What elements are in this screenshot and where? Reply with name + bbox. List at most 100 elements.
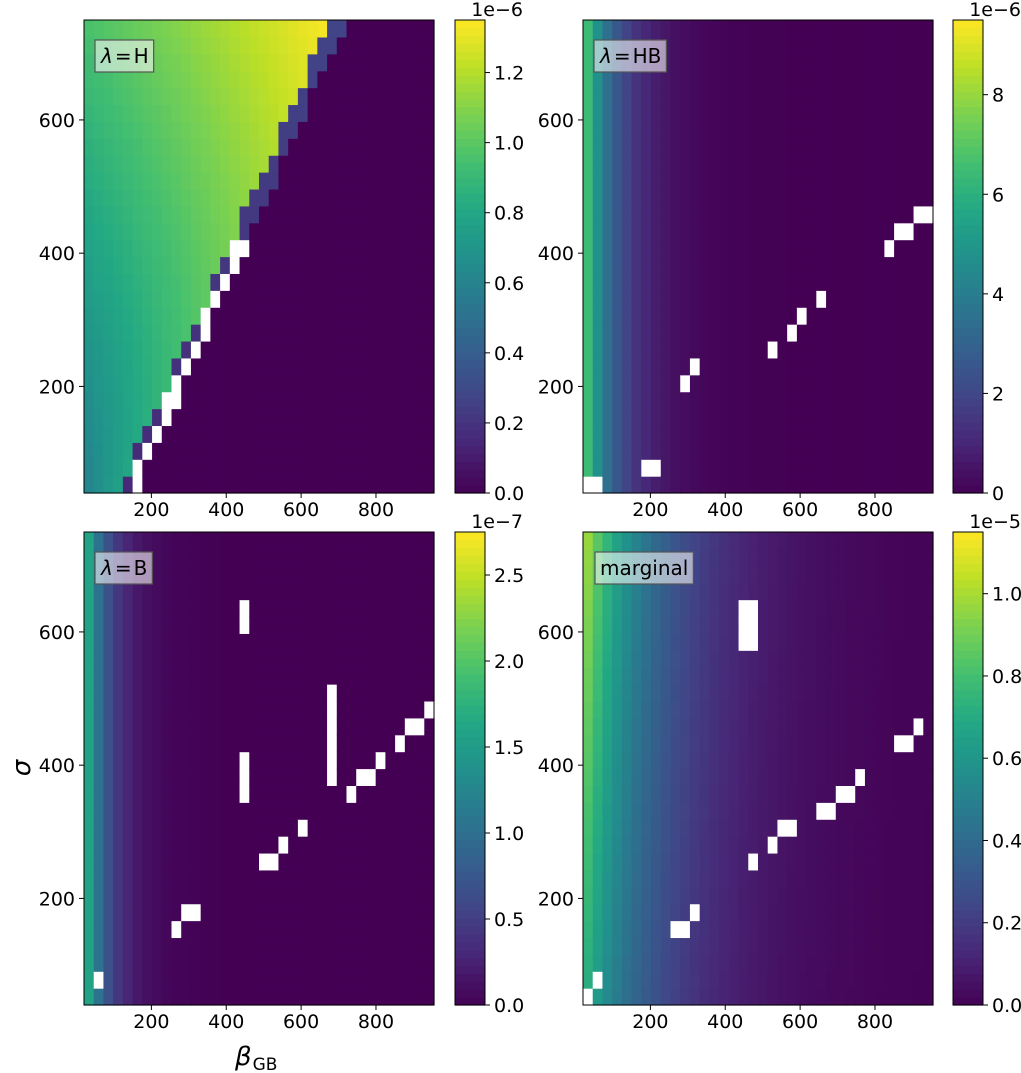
heatmap-cell — [152, 819, 163, 837]
heatmap-cell — [132, 532, 143, 550]
heatmap-cell — [855, 205, 866, 224]
colorbar-segment — [455, 98, 485, 108]
heatmap-cell — [826, 256, 837, 274]
colorbar-segment — [455, 989, 485, 998]
heatmap-cell — [835, 954, 847, 972]
heatmap-cell — [874, 36, 885, 55]
colorbar-segment — [953, 240, 983, 250]
heatmap-cell — [835, 785, 847, 803]
heatmap-cell — [699, 36, 710, 55]
heatmap-cell — [132, 582, 143, 601]
heatmap-cell — [113, 172, 124, 190]
heatmap-cell — [336, 121, 348, 139]
heatmap-cell — [641, 768, 652, 786]
heatmap-cell — [845, 273, 856, 291]
heatmap-cell — [612, 239, 623, 258]
heatmap-cell — [767, 256, 779, 274]
colorbar-segment — [455, 154, 485, 163]
heatmap-cell — [385, 548, 396, 567]
heatmap-cell — [602, 785, 613, 803]
heatmap-cell — [621, 442, 633, 460]
heatmap-cell — [806, 476, 817, 494]
colorbar-segment — [953, 532, 983, 541]
heatmap-cell — [602, 256, 613, 274]
heatmap-cell — [689, 307, 701, 325]
heatmap-cell — [845, 768, 856, 786]
heatmap-cell — [796, 155, 808, 173]
heatmap-cell — [152, 751, 163, 770]
heatmap-cell — [670, 138, 681, 156]
heatmap-cell — [660, 340, 672, 359]
heatmap-cell — [424, 852, 435, 871]
heatmap-cell — [307, 408, 318, 427]
heatmap-cell — [583, 121, 594, 139]
heatmap-cell — [307, 104, 318, 122]
heatmap-cell — [268, 273, 280, 291]
heatmap-cell — [631, 222, 642, 241]
heatmap-cell — [709, 869, 720, 888]
heatmap-cell — [660, 205, 672, 224]
colorbar-segment — [455, 288, 485, 297]
heatmap-cell — [923, 920, 934, 939]
heatmap-cell — [621, 903, 633, 922]
colorbar-segment — [455, 713, 485, 722]
heatmap-cell — [181, 36, 192, 55]
heatmap-cell — [709, 802, 720, 820]
heatmap-cell — [894, 903, 905, 922]
heatmap-cell — [132, 886, 143, 905]
heatmap-cell — [161, 53, 173, 72]
heatmap-cell — [152, 565, 163, 584]
heatmap-cell — [748, 734, 759, 753]
heatmap-cell — [874, 836, 885, 854]
heatmap-cell — [728, 920, 740, 939]
heatmap-cell — [641, 599, 652, 618]
heatmap-cell — [728, 717, 740, 736]
x-tick-label: 600 — [283, 1011, 319, 1033]
heatmap-cell — [414, 971, 425, 989]
heatmap-cell — [680, 222, 691, 241]
heatmap-cell — [152, 290, 163, 308]
heatmap-cell — [142, 307, 153, 325]
colorbar-segment — [953, 154, 983, 163]
heatmap-cell — [758, 307, 769, 325]
heatmap-cell — [923, 188, 934, 207]
heatmap-cell — [307, 205, 318, 224]
heatmap-cell — [142, 616, 153, 634]
heatmap-cell — [719, 886, 730, 905]
heatmap-cell — [651, 20, 662, 38]
heatmap-cell — [631, 937, 642, 955]
heatmap-cell — [660, 391, 672, 410]
heatmap-cell — [132, 138, 143, 156]
heatmap-cell — [346, 172, 357, 190]
heatmap-cell — [816, 155, 827, 173]
heatmap-cell — [210, 836, 221, 854]
colorbar-segment — [455, 422, 485, 431]
heatmap-cell — [200, 903, 211, 922]
heatmap-cell — [336, 700, 348, 719]
heatmap-cell — [113, 425, 124, 443]
heatmap-cell — [884, 734, 895, 753]
heatmap-cell — [317, 425, 328, 443]
heatmap-cell — [414, 188, 425, 207]
heatmap-cell — [356, 138, 367, 156]
heatmap-cell — [592, 340, 604, 359]
heatmap-cell — [864, 290, 876, 308]
heatmap-cell — [806, 20, 817, 38]
heatmap-cell — [152, 954, 163, 972]
heatmap-cell — [375, 172, 386, 190]
heatmap-cell — [307, 548, 318, 567]
heatmap-cell — [787, 188, 798, 207]
heatmap-cell — [132, 633, 143, 651]
heatmap-cell — [278, 717, 289, 736]
heatmap-cell — [631, 532, 642, 550]
heatmap-cell — [787, 408, 798, 427]
heatmap-cell — [268, 920, 280, 939]
heatmap-cell — [796, 459, 808, 477]
heatmap-cell — [365, 616, 377, 634]
heatmap-cell — [719, 53, 730, 72]
heatmap-cell — [395, 104, 406, 122]
heatmap-cell — [651, 819, 662, 837]
heatmap-cell — [845, 239, 856, 258]
heatmap-cell — [103, 256, 114, 274]
heatmap-cell — [651, 307, 662, 325]
